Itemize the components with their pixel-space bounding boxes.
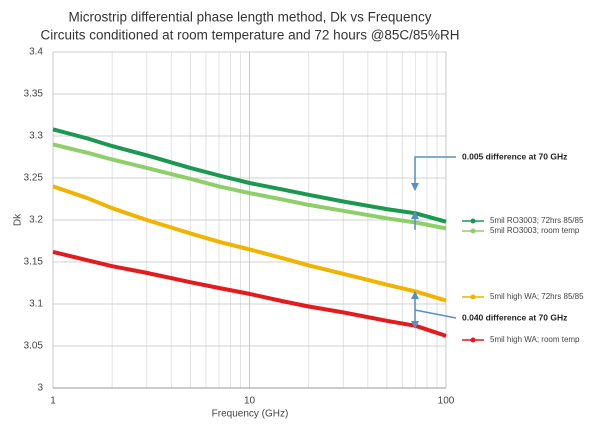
- legend-marker: [470, 294, 476, 300]
- y-tick-label: 3.4: [29, 47, 43, 58]
- legend-marker: [470, 228, 476, 234]
- legend-label: 5mil high WA; 72hrs 85/85: [490, 292, 584, 301]
- annotation: 0.040 difference at 70 GHz: [462, 312, 567, 322]
- y-tick-label: 3.15: [24, 257, 44, 268]
- series-line: [52, 184, 447, 303]
- chart-subtitle: Circuits conditioned at room temperature…: [41, 28, 460, 43]
- y-tick-label: 3: [37, 383, 43, 394]
- legend-marker: [470, 337, 476, 343]
- series-line: [52, 142, 447, 231]
- annotation: 0.005 difference at 70 GHz: [462, 151, 567, 161]
- y-tick-label: 3.1: [29, 299, 43, 310]
- x-tick-label: 10: [244, 396, 256, 407]
- series-line: [52, 249, 447, 338]
- y-tick-label: 3.05: [24, 341, 44, 352]
- x-tick-label: 100: [438, 396, 455, 407]
- x-tick-label: 1: [50, 396, 56, 407]
- y-tick-label: 3.2: [29, 215, 43, 226]
- annotation-arrows: [411, 156, 457, 329]
- legend-label: 5mil RO3003; 72hrs 85/85: [490, 216, 584, 225]
- legend-label: 5mil high WA; room temp: [490, 335, 580, 344]
- x-axis-label: Frequency (GHz): [212, 409, 289, 420]
- legend-marker: [470, 218, 476, 224]
- chart-title: Microstrip differential phase length met…: [69, 10, 432, 25]
- arrow: [411, 156, 456, 191]
- y-tick-label: 3.35: [24, 89, 44, 100]
- legend-label: 5mil RO3003; room temp: [490, 226, 580, 235]
- y-tick-label: 3.3: [29, 131, 43, 142]
- series-line: [52, 127, 447, 224]
- y-tick-label: 3.25: [24, 173, 44, 184]
- y-axis-label: Dk: [13, 213, 24, 226]
